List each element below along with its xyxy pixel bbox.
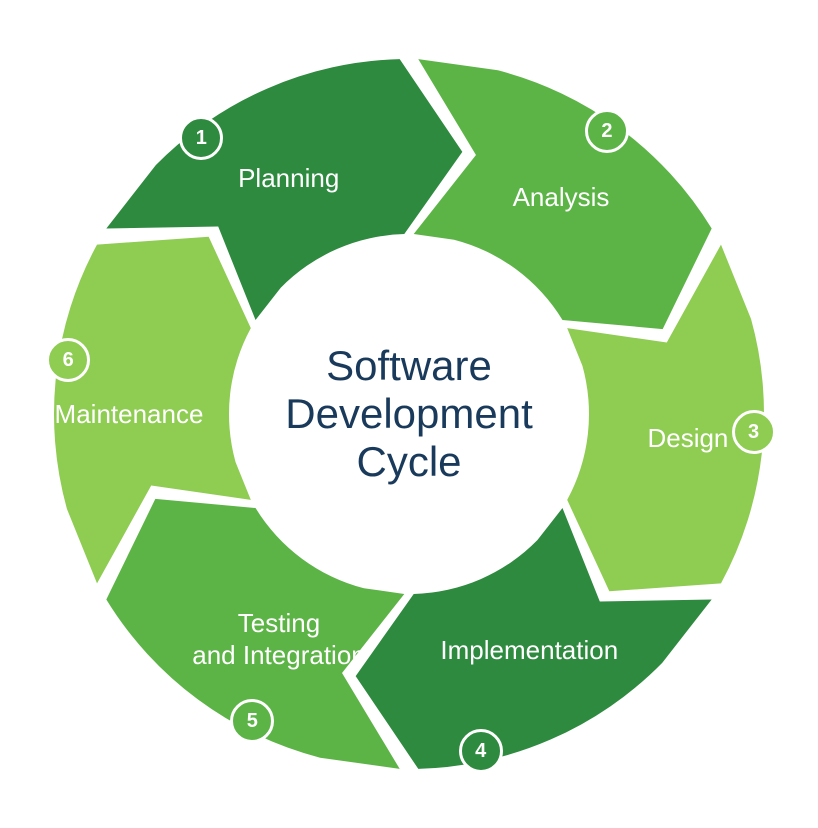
segment-number-badge-3: 3 <box>732 410 776 454</box>
cycle-segment-2 <box>414 59 712 329</box>
segment-number-badge-4: 4 <box>459 729 503 773</box>
cycle-ring <box>0 0 818 828</box>
segment-number-badge-2: 2 <box>585 109 629 153</box>
segment-number-badge-6: 6 <box>46 338 90 382</box>
cycle-diagram: Software Development Cycle Planning1Anal… <box>0 0 818 828</box>
